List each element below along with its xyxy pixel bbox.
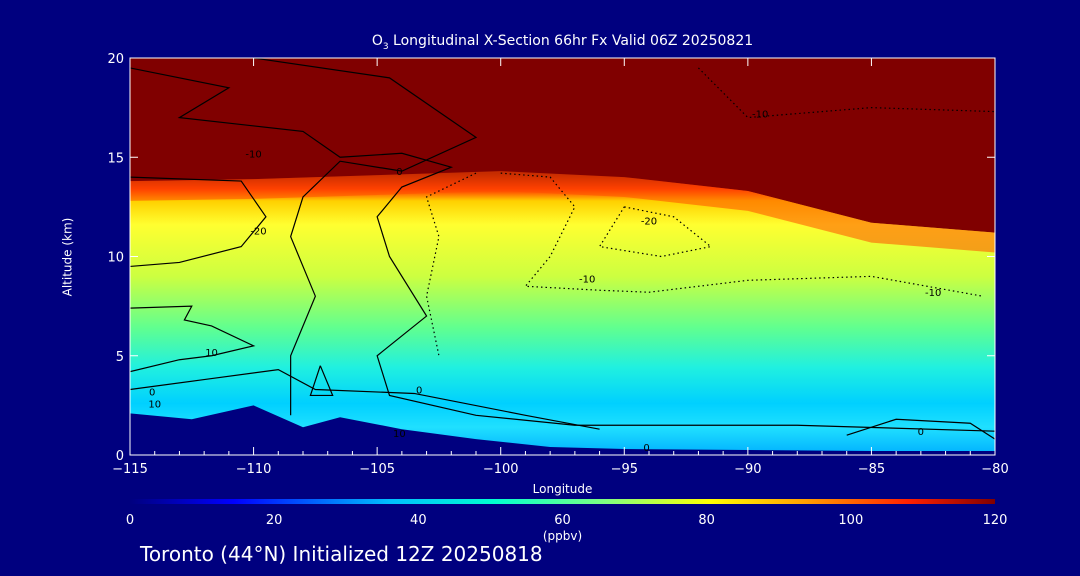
x-tick-label: −105	[359, 462, 395, 477]
contour-line	[425, 172, 477, 356]
contour-label: -10	[245, 149, 261, 160]
colorbar-tick-label: 80	[698, 513, 715, 528]
x-tick-label: −110	[236, 462, 272, 477]
x-axis-label: Longitude	[532, 482, 593, 496]
contour-line	[253, 58, 478, 416]
contour-label: 0	[918, 427, 924, 438]
x-tick-label: −95	[611, 462, 638, 477]
contour-label: 10	[148, 399, 161, 410]
contour-label: -10	[579, 274, 595, 285]
contour-line	[846, 418, 995, 440]
contour-line	[130, 176, 267, 268]
colorbar-tick-label: 100	[838, 513, 863, 528]
y-tick-label: 10	[107, 251, 124, 266]
contour-label: -10	[925, 288, 941, 299]
y-tick-label: 20	[107, 52, 124, 67]
colorbar	[130, 499, 995, 504]
colorbar-tick-label: 120	[983, 513, 1008, 528]
contour-line	[309, 365, 334, 397]
colorbar-tick-label: 0	[126, 513, 134, 528]
contour-label: -20	[250, 227, 266, 238]
x-tick-label: −115	[112, 462, 148, 477]
x-tick-label: −90	[734, 462, 761, 477]
x-tick-label: −85	[858, 462, 885, 477]
contour-label: 0	[643, 443, 649, 454]
terrain	[130, 405, 995, 455]
contour-label: -10	[752, 110, 768, 121]
contour-label: 10	[205, 348, 218, 359]
forecast-init-label: Toronto (44°N) Initialized 12Z 20250818	[140, 542, 543, 566]
contour-line	[500, 172, 983, 297]
contour-label: -20	[641, 217, 657, 228]
contour-label: 10	[393, 429, 406, 440]
colorbar-tick-label: 20	[266, 513, 283, 528]
colorbar-units-label: (ppbv)	[542, 529, 583, 543]
chart-title: O3 Longitudinal X-Section 66hr Fx Valid …	[371, 33, 754, 52]
contour-line	[130, 67, 995, 432]
contour-line	[130, 305, 256, 373]
colorbar-tick-label: 40	[410, 513, 427, 528]
contour-label: 0	[149, 387, 155, 398]
y-axis-label: Altitude (km)	[60, 217, 75, 297]
y-tick-label: 15	[107, 151, 124, 166]
stratosphere-region	[130, 58, 995, 233]
colorbar-tick-label: 60	[554, 513, 571, 528]
y-tick-label: 5	[116, 350, 124, 365]
contour-line	[130, 369, 600, 430]
x-tick-label: −100	[483, 462, 519, 477]
contour-label: 0	[416, 385, 422, 396]
x-tick-label: −80	[981, 462, 1008, 477]
y-tick-label: 0	[116, 449, 124, 464]
tropopause-transition	[130, 171, 995, 253]
contour-label: 0	[396, 167, 402, 178]
